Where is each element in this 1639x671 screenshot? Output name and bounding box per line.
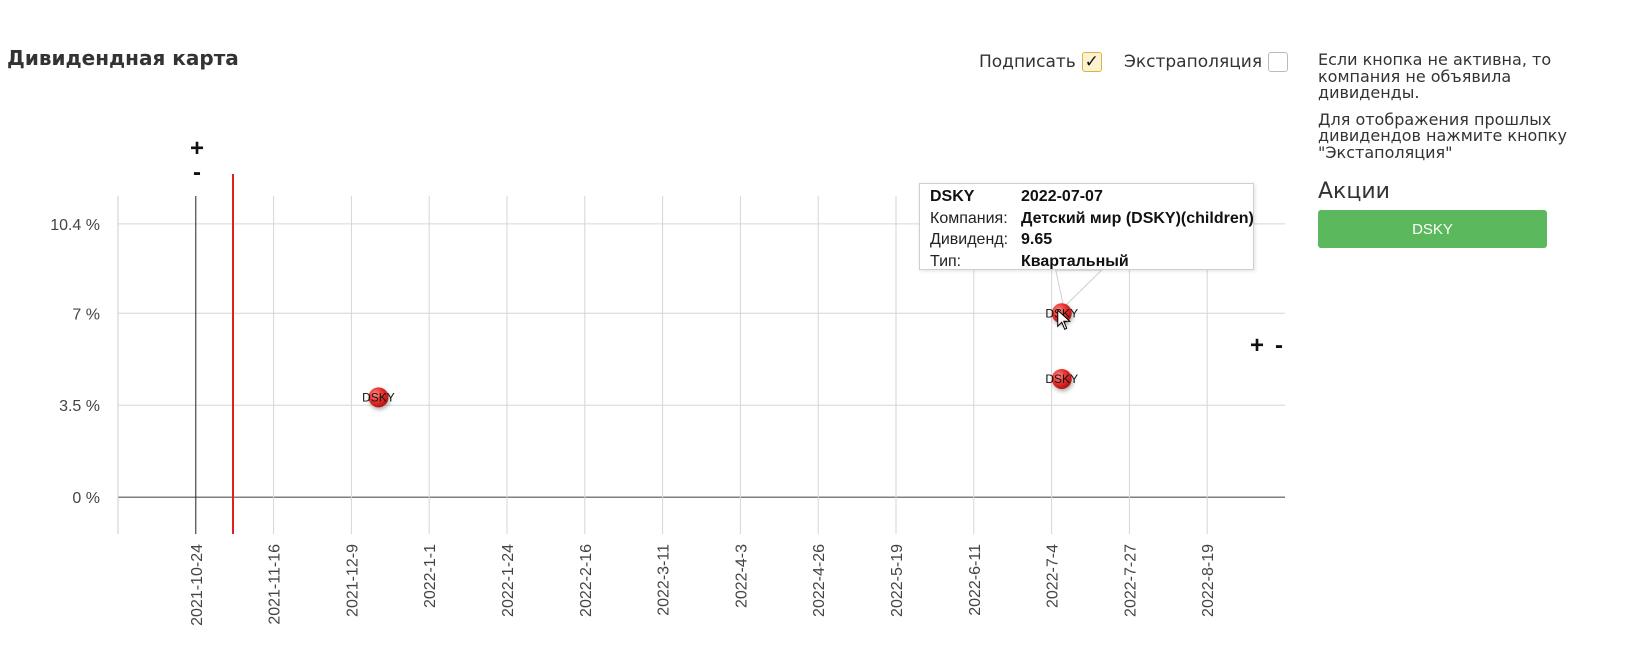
x-tick-label: 2022-8-19 <box>1200 544 1217 617</box>
x-zoom-out-button[interactable]: - <box>1275 332 1283 359</box>
y-zoom-out-button[interactable]: - <box>193 159 201 186</box>
x-tick-label: 2022-4-26 <box>811 544 828 617</box>
x-tick-label: 2022-3-11 <box>656 544 673 616</box>
y-tick-label: 3.5 % <box>59 398 100 415</box>
extrapolation-label: Экстраполяция <box>1124 52 1263 72</box>
extrapolation-option[interactable]: Экстраполяция <box>1124 52 1289 72</box>
sidebar: Если кнопка не активна, то компания не о… <box>1318 50 1578 248</box>
y-zoom-in-button[interactable]: + <box>190 135 204 162</box>
x-tick-label: 2022-2-16 <box>578 544 595 617</box>
x-tick-label: 2022-1-24 <box>500 544 517 617</box>
tooltip-type-label: Тип: <box>930 252 962 270</box>
x-tick-label: 2022-6-11 <box>967 544 984 616</box>
note-inactive-button: Если кнопка не активна, то компания не о… <box>1318 50 1552 102</box>
point-label: DSKY <box>362 390 395 404</box>
x-tick-label: 2021-10-24 <box>189 544 206 626</box>
extrapolation-checkbox[interactable] <box>1268 52 1289 72</box>
mouse-cursor-icon <box>1057 309 1072 330</box>
x-tick-label: 2022-4-3 <box>733 544 750 608</box>
stock-button-dsky[interactable]: DSKY <box>1318 210 1547 248</box>
sign-checkbox[interactable]: ✓ <box>1081 52 1102 72</box>
x-tick-label: 2021-12-9 <box>344 544 361 617</box>
tooltip-dividend: 9.65 <box>1021 231 1053 248</box>
x-tick-label: 2021-11-16 <box>267 544 284 625</box>
tooltip-company-label: Компания: <box>930 209 1008 227</box>
x-zoom-in-button[interactable]: + <box>1250 332 1264 359</box>
point-tooltip: DSKY 2022-07-07 Компания: Детский мир (D… <box>919 183 1254 270</box>
tooltip-pointer <box>1055 269 1103 309</box>
tooltip-company: Детский мир (DSKY)(children)(! <box>1021 209 1254 227</box>
stocks-heading: Акции <box>1318 179 1390 204</box>
page-title: Дивидендная карта <box>7 46 239 70</box>
sign-label: Подписать <box>979 52 1076 72</box>
tooltip-date: 2022-07-07 <box>1021 188 1103 205</box>
tooltip-dividend-label: Дивиденд: <box>930 231 1009 248</box>
x-tick-label: 2022-7-27 <box>1122 544 1139 617</box>
y-tick-label: 0 % <box>72 490 100 507</box>
point-label: DSKY <box>1045 372 1078 386</box>
x-tick-label: 2022-1-1 <box>422 544 439 608</box>
x-tick-label: 2022-5-19 <box>889 544 906 617</box>
tooltip-type: Квартальный <box>1021 252 1129 270</box>
y-tick-label: 10.4 % <box>50 217 100 234</box>
dividend-point[interactable] <box>368 387 389 408</box>
sign-option[interactable]: Подписать ✓ <box>979 52 1102 72</box>
tooltip-ticker: DSKY <box>930 188 975 205</box>
y-tick-label: 7 % <box>72 306 100 323</box>
note-extrapolation: Для отображения прошлых дивидендов нажми… <box>1318 109 1567 162</box>
x-tick-label: 2022-7-4 <box>1045 544 1062 608</box>
dividend-point[interactable] <box>1051 368 1072 389</box>
